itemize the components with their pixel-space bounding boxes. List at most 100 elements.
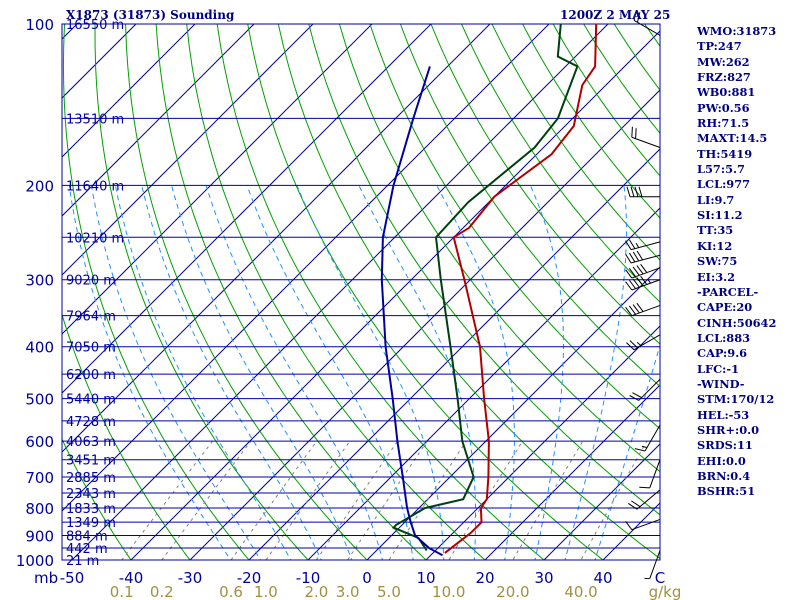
wind-barb	[625, 239, 661, 251]
mixing-ratio-label: 0.1	[110, 583, 134, 600]
index-item: SRDS:11	[697, 438, 753, 453]
barb-feather	[633, 10, 637, 21]
moist-adiabat	[529, 185, 565, 560]
barb-feather	[640, 263, 648, 273]
barb-half-feather	[635, 242, 640, 248]
height-label: 11640 m	[66, 179, 124, 194]
moist-adiabat	[68, 185, 232, 560]
x-tick-label: C	[655, 569, 665, 587]
index-item: SI:11.2	[697, 208, 743, 223]
sounding-time: 1200Z 2 MAY 25	[560, 8, 671, 22]
x-tick-label: 0	[362, 569, 372, 587]
index-item: EHI:0.0	[697, 453, 746, 468]
barb-feather	[630, 186, 635, 197]
barb-shaft	[630, 254, 661, 264]
height-label: 7964 m	[66, 310, 116, 325]
barb-feather	[625, 269, 633, 279]
pressure-tick-label: 300	[25, 272, 54, 290]
dry-adiabat	[247, 24, 604, 560]
x-tick-label: -20	[237, 569, 262, 587]
pressure-tick-label: 700	[25, 469, 54, 487]
dry-adiabat	[155, 24, 427, 560]
height-label: 884 m	[66, 529, 108, 544]
barb-feather	[636, 250, 644, 261]
barb-feather	[635, 128, 637, 139]
height-label: 7050 m	[66, 341, 116, 356]
wind-barb	[634, 424, 661, 452]
index-item: L57:5.7	[697, 162, 745, 177]
moist-adiabat	[296, 185, 445, 560]
moist-adiabat	[205, 185, 383, 560]
index-item: WB0:881	[697, 85, 756, 100]
mixing-ratio-line	[265, 440, 351, 560]
barb-feather	[629, 395, 640, 401]
barb-feather	[636, 302, 644, 312]
barb-feather	[629, 340, 638, 349]
moist-adiabat	[114, 185, 292, 560]
mixing-ratio-line	[121, 440, 214, 560]
mixing-ratio-label: g/kg	[649, 583, 682, 600]
height-label: 10210 m	[66, 231, 124, 246]
dewpoint-line	[391, 23, 579, 552]
moist-adiabat	[594, 343, 660, 560]
isotherm	[366, 266, 660, 560]
barb-half-feather	[641, 445, 648, 449]
index-item: RH:71.5	[697, 116, 750, 131]
isotherm	[62, 24, 137, 99]
height-label: 1349 m	[66, 516, 116, 531]
wind-barb	[625, 518, 661, 531]
plot-area	[62, 24, 660, 560]
barb-feather	[625, 240, 632, 250]
barb-feather	[628, 503, 638, 510]
index-item: BRN:0.4	[697, 468, 751, 483]
mixing-ratio-line	[230, 440, 318, 560]
mixing-ratio-line	[448, 440, 524, 560]
mixing-ratio-label: 1.0	[254, 583, 278, 600]
pressure-tick-label: 100	[25, 16, 54, 34]
dry-adiabat	[62, 312, 191, 560]
barb-feather	[631, 126, 633, 138]
dry-adiabat	[216, 24, 545, 560]
wind-barb	[629, 378, 661, 401]
index-item: -PARCEL-	[697, 284, 759, 299]
index-item: MW:262	[697, 54, 750, 69]
height-label: 4728 m	[66, 415, 116, 430]
isotherm	[62, 24, 255, 217]
x-tick-label: 40	[593, 569, 612, 587]
pressure-tick-label: 500	[25, 391, 54, 409]
barb-feather	[634, 448, 646, 452]
moist-adiabat	[564, 185, 627, 560]
barb-shaft	[649, 550, 661, 579]
index-item: WMO:31873	[697, 24, 777, 38]
index-item: LCL:883	[697, 330, 751, 345]
height-label: 442 m	[66, 542, 108, 557]
height-label: 13510 m	[66, 112, 124, 127]
barb-half-feather	[647, 278, 652, 284]
barb-feather	[628, 305, 636, 315]
pressure-tick-label: 800	[25, 500, 54, 518]
x-tick-label: 10	[416, 569, 435, 587]
chart-grid	[61, 23, 661, 561]
plot-border	[61, 23, 661, 561]
barb-feather	[628, 268, 636, 277]
barb-feather	[632, 392, 642, 399]
isotherm	[189, 89, 660, 560]
x-tick-label: -30	[178, 569, 203, 587]
barb-feather	[625, 307, 633, 316]
moist-adiabat	[436, 185, 515, 560]
mixing-ratio-label: 2.0	[304, 583, 328, 600]
wind-barb	[633, 10, 661, 36]
isotherm	[62, 24, 314, 276]
height-label: 6200 m	[66, 368, 116, 383]
barb-feather	[636, 265, 644, 275]
mixing-ratio-label: 20.0	[496, 583, 529, 600]
height-label: 16550 m	[66, 18, 124, 33]
wind-barb	[625, 275, 661, 291]
barb-feather	[626, 342, 635, 351]
index-item: LI:9.7	[697, 192, 735, 207]
dry-adiabat	[186, 24, 486, 560]
height-label: 9020 m	[66, 274, 116, 289]
barb-feather	[625, 281, 633, 291]
index-item: KI:12	[697, 238, 733, 253]
